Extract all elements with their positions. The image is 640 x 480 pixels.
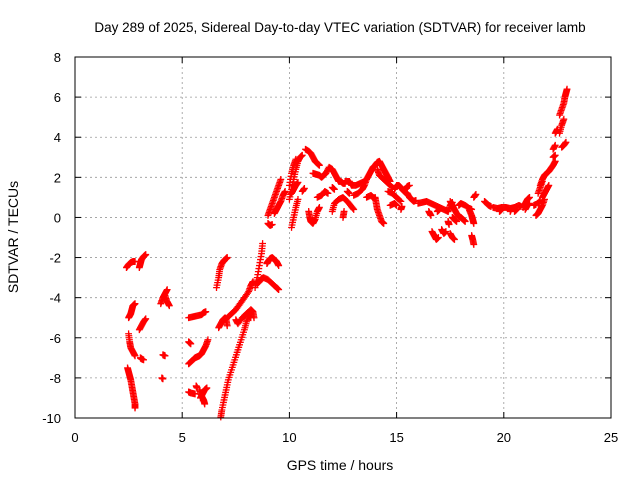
data-point (349, 205, 357, 212)
y-tick-label: -8 (49, 371, 61, 386)
data-point (350, 206, 358, 213)
data-point (526, 200, 533, 207)
data-point (398, 203, 406, 210)
data-point (294, 178, 302, 186)
data-point (223, 322, 231, 330)
plot-frame (74, 56, 612, 419)
x-tick-label: 15 (389, 430, 403, 445)
data-point (470, 241, 478, 248)
x-axis-label: GPS time / hours (287, 457, 394, 473)
data-point (551, 141, 559, 149)
data-point (244, 289, 251, 297)
y-tick-label: 0 (54, 210, 61, 225)
data-point (451, 236, 458, 243)
data-point (563, 85, 571, 93)
data-point (163, 286, 171, 294)
data-point (191, 390, 199, 398)
y-tick-label: 4 (54, 130, 61, 145)
data-point (435, 234, 442, 241)
data-point (298, 151, 306, 159)
data-point (131, 300, 139, 308)
data-point (275, 262, 283, 269)
data-point (268, 221, 276, 228)
data-point (498, 206, 506, 213)
data-point (187, 340, 195, 348)
data-point (560, 115, 568, 123)
data-point (161, 352, 169, 360)
data-point (292, 155, 300, 163)
data-point (131, 352, 139, 360)
y-tick-label: 2 (54, 170, 61, 185)
x-tick-label: 5 (179, 430, 186, 445)
y-tick-label: 6 (54, 90, 61, 105)
data-point (201, 400, 209, 408)
data-point (331, 185, 338, 193)
data-point (545, 181, 553, 189)
data-point (397, 198, 405, 205)
data-point (165, 302, 173, 310)
data-point (275, 286, 283, 294)
x-tick-label: 10 (282, 430, 296, 445)
y-axis-label: SDTVAR / TECUs (5, 181, 21, 293)
data-point (223, 254, 231, 261)
data-point (140, 356, 148, 364)
data-point (316, 161, 323, 169)
data-point (324, 189, 332, 197)
x-tick-label: 0 (71, 430, 78, 445)
data-point (259, 240, 266, 247)
data-point (131, 258, 139, 265)
data-point (445, 221, 453, 228)
data-point (380, 220, 388, 227)
data-point (316, 204, 323, 211)
y-tick-label: -10 (42, 411, 61, 426)
x-tick-label: 25 (604, 430, 618, 445)
data-point (453, 218, 461, 225)
data-points (123, 85, 571, 421)
data-point (346, 189, 353, 197)
data-point (393, 202, 400, 209)
data-point (131, 404, 139, 412)
y-tick-label: -6 (49, 331, 61, 346)
data-point (277, 175, 285, 183)
data-point (442, 228, 450, 235)
data-point (323, 168, 331, 176)
data-point (396, 196, 404, 204)
y-tick-label: 8 (54, 50, 61, 65)
y-tick-label: -4 (49, 291, 61, 306)
data-point (427, 212, 435, 219)
data-point (203, 384, 211, 392)
data-point (142, 315, 150, 323)
data-point (142, 251, 150, 258)
chart-title: Day 289 of 2025, Sidereal Day-to-day VTE… (94, 20, 585, 35)
data-point (247, 314, 255, 322)
axis-ticks: 0 5 10 15 20 25 -10 -8 -6 -4 -2 0 2 4 6 8 (42, 50, 618, 445)
y-tick-label: -2 (49, 251, 61, 266)
data-point (340, 208, 348, 215)
x-tick-label: 20 (497, 430, 511, 445)
data-point (436, 206, 443, 213)
data-point (461, 218, 469, 225)
data-point (159, 375, 167, 383)
data-point (281, 187, 289, 195)
data-point (249, 278, 257, 286)
grid-lines (75, 57, 611, 418)
data-point (204, 336, 212, 344)
data-point (301, 184, 308, 192)
data-point (562, 138, 570, 146)
data-point (513, 206, 521, 213)
data-point (526, 193, 533, 201)
data-point (472, 190, 480, 198)
data-point (406, 181, 413, 189)
data-point (322, 169, 330, 177)
data-point (551, 151, 559, 159)
data-point (470, 220, 478, 227)
data-point (202, 308, 210, 316)
data-point (507, 205, 515, 212)
data-point (294, 195, 302, 203)
